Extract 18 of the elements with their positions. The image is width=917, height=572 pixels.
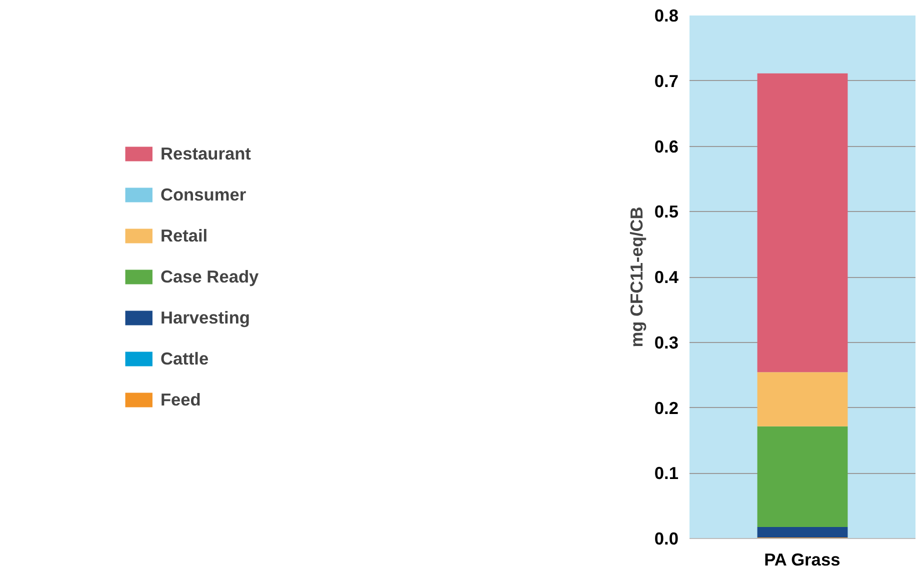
- legend-label: Case Ready: [160, 266, 259, 287]
- legend-label: Consumer: [160, 184, 246, 205]
- legend-label: Harvesting: [160, 307, 250, 328]
- y-tick-label: 0.3: [654, 332, 679, 352]
- y-tick-label: 0.4: [654, 267, 679, 287]
- y-axis-title: mg CFC11-eq/CB: [626, 206, 646, 348]
- y-tick-label: 0.8: [654, 6, 679, 26]
- x-tick-label: PA Grass: [764, 550, 840, 570]
- y-tick-label: 0.5: [654, 202, 679, 222]
- legend-label: Retail: [160, 225, 208, 246]
- legend-label: Restaurant: [160, 143, 251, 164]
- legend-label: Feed: [160, 389, 201, 410]
- y-tick-label: 0.6: [654, 136, 679, 156]
- legend-label: Cattle: [160, 348, 209, 369]
- y-tick-label: 0.2: [654, 398, 679, 418]
- y-tick-label: 0.1: [654, 463, 679, 484]
- y-tick-label: 0.7: [654, 70, 679, 91]
- y-tick-label: 0.0: [654, 528, 679, 548]
